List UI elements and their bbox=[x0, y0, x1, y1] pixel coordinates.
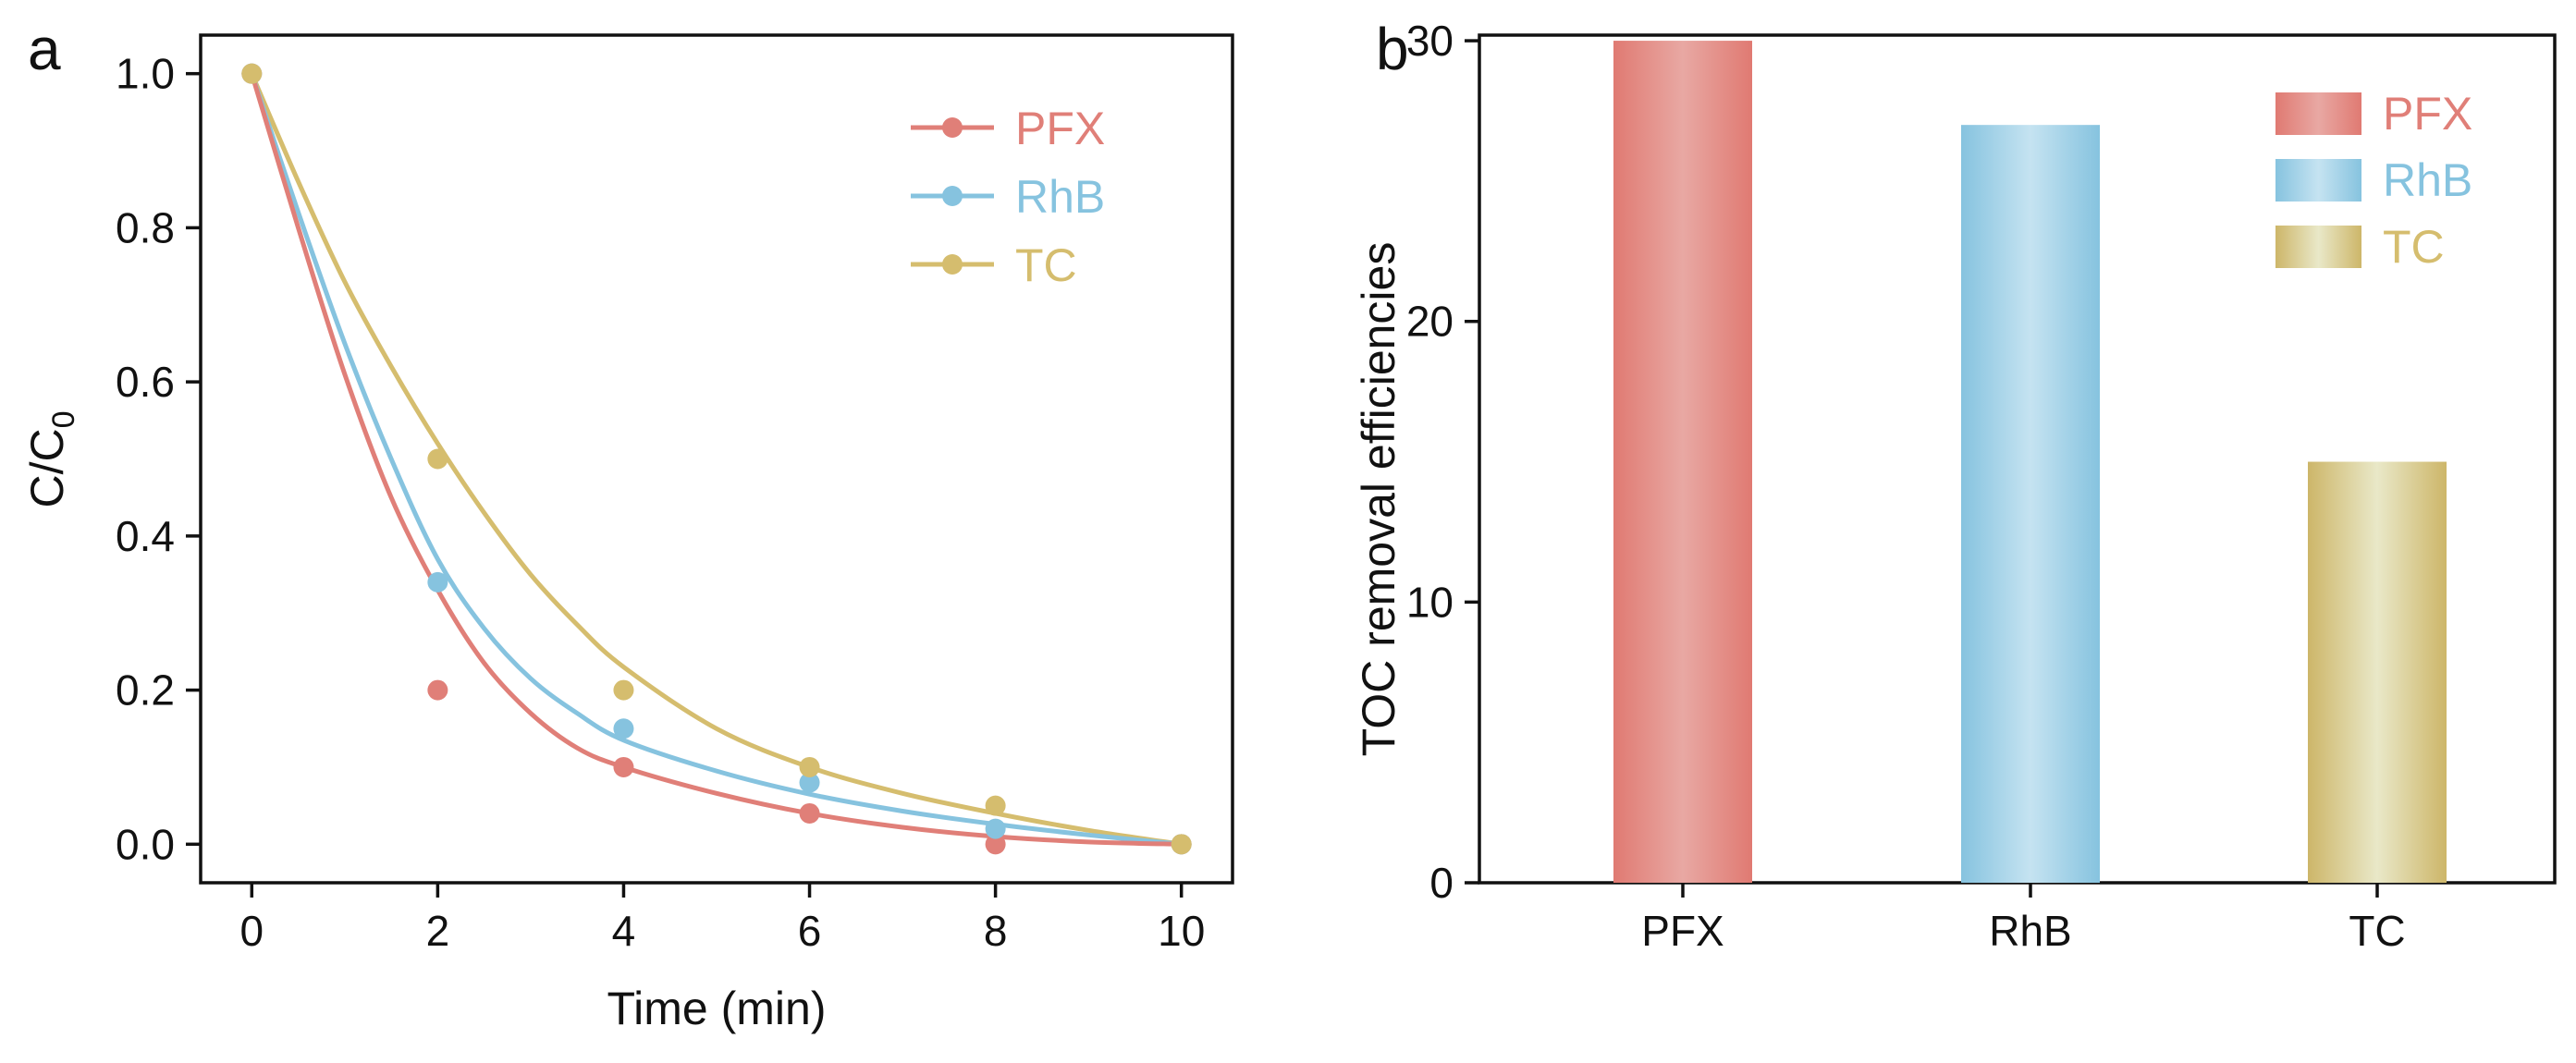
b-y-tick-label-10: 10 bbox=[1406, 578, 1454, 626]
a-y-tick-label-0-4: 0.4 bbox=[116, 512, 175, 560]
a-y-tick-label-0-8: 0.8 bbox=[116, 203, 175, 251]
a-fit-curve-tc bbox=[250, 72, 1183, 847]
b-legend-label-tc: TC bbox=[2383, 221, 2445, 273]
panel-b-legend: PFX RhB TC bbox=[2275, 88, 2472, 273]
b-x-tick-label-pfx: PFX bbox=[1641, 907, 1723, 955]
panel-a-y-axis-label: C/C0 bbox=[21, 410, 81, 507]
a-x-tick-label-2: 2 bbox=[426, 907, 450, 955]
a-point-rhb-t8 bbox=[985, 818, 1006, 839]
panel-a-y-label-subscript: 0 bbox=[46, 410, 81, 428]
panel-a-legend: PFX RhB TC bbox=[911, 103, 1105, 291]
a-legend-label-pfx: PFX bbox=[1015, 103, 1105, 154]
a-point-pfx-t4 bbox=[613, 756, 634, 777]
b-bar-tc bbox=[2308, 461, 2447, 883]
panel-a-plot-frame bbox=[199, 33, 1234, 885]
a-point-tc-t0 bbox=[241, 63, 263, 84]
b-bar-pfx bbox=[1613, 41, 1752, 883]
panel-a-x-axis-label: Time (min) bbox=[607, 983, 826, 1034]
b-legend-swatch-tc bbox=[2275, 226, 2361, 268]
b-y-tick-label-30: 30 bbox=[1406, 17, 1454, 65]
a-point-tc-t6 bbox=[799, 756, 820, 777]
a-point-tc-t2 bbox=[427, 448, 448, 470]
a-x-tick-label-10: 10 bbox=[1158, 907, 1205, 955]
panel-b-bar-chart: b 0 10 20 30 PFX RhB TC PFX RhB TC TOC removal … bbox=[1353, 16, 2557, 955]
panel-a-letter: a bbox=[28, 16, 61, 82]
a-x-tick-label-6: 6 bbox=[798, 907, 822, 955]
a-point-pfx-t6 bbox=[799, 802, 820, 824]
b-y-tick-label-0: 0 bbox=[1429, 859, 1454, 907]
a-point-pfx-t2 bbox=[427, 679, 448, 701]
a-legend-marker-rhb bbox=[942, 186, 963, 206]
a-y-tick-label-0-6: 0.6 bbox=[116, 358, 175, 406]
a-point-rhb-t2 bbox=[427, 571, 448, 593]
a-x-tick-label-4: 4 bbox=[612, 907, 636, 955]
panel-a-y-label-main: C/C bbox=[21, 428, 73, 507]
a-y-tick-label-0-2: 0.2 bbox=[116, 666, 175, 715]
panel-b-y-axis-label: TOC removal efficiencies bbox=[1353, 242, 1405, 757]
a-fit-curve-pfx bbox=[249, 72, 1182, 847]
a-point-rhb-t6 bbox=[799, 772, 820, 793]
a-x-tick-label-8: 8 bbox=[984, 907, 1008, 955]
a-point-pfx-t8 bbox=[985, 834, 1006, 855]
b-legend-label-rhb: RhB bbox=[2383, 154, 2472, 206]
panel-b-x-ticks: PFX RhB TC bbox=[1641, 883, 2406, 955]
b-legend-label-pfx: PFX bbox=[2383, 88, 2472, 140]
panel-a-line-chart: a 0.0 0.2 0.4 0.6 0.8 1.0 0 2 4 6 8 10 PFX RhB TC Ti… bbox=[21, 16, 1234, 1034]
panel-b-bars bbox=[1613, 41, 2447, 884]
panel-a-fit-curves bbox=[249, 72, 1183, 847]
a-y-tick-label-0-0: 0.0 bbox=[116, 820, 175, 868]
b-bar-rhb bbox=[1961, 125, 2100, 884]
a-point-tc-t4 bbox=[613, 679, 634, 701]
b-legend-swatch-pfx bbox=[2275, 92, 2361, 135]
a-legend-label-tc: TC bbox=[1015, 239, 1077, 291]
panel-b-y-ticks: 0 10 20 30 bbox=[1406, 17, 1479, 907]
a-point-tc-t8 bbox=[985, 795, 1006, 816]
a-point-tc-t10 bbox=[1171, 834, 1192, 855]
b-x-tick-label-tc: TC bbox=[2349, 907, 2405, 955]
b-legend-swatch-rhb bbox=[2275, 159, 2361, 202]
a-fit-curve-rhb bbox=[249, 72, 1182, 847]
a-point-rhb-t4 bbox=[613, 718, 634, 739]
a-legend-marker-pfx bbox=[942, 117, 963, 138]
a-legend-label-rhb: RhB bbox=[1015, 171, 1105, 223]
a-legend-marker-tc bbox=[942, 254, 963, 275]
a-y-tick-label-1-0: 1.0 bbox=[116, 50, 175, 98]
a-x-tick-label-0: 0 bbox=[240, 907, 264, 955]
panel-a-y-ticks: 0.0 0.2 0.4 0.6 0.8 1.0 bbox=[116, 50, 201, 868]
b-y-tick-label-20: 20 bbox=[1406, 298, 1454, 346]
panel-a-data-points bbox=[241, 63, 1192, 855]
b-x-tick-label-rhb: RhB bbox=[1989, 907, 2071, 955]
panel-b-letter: b bbox=[1376, 16, 1409, 82]
panel-a-x-ticks: 0 2 4 6 8 10 bbox=[240, 883, 1205, 955]
